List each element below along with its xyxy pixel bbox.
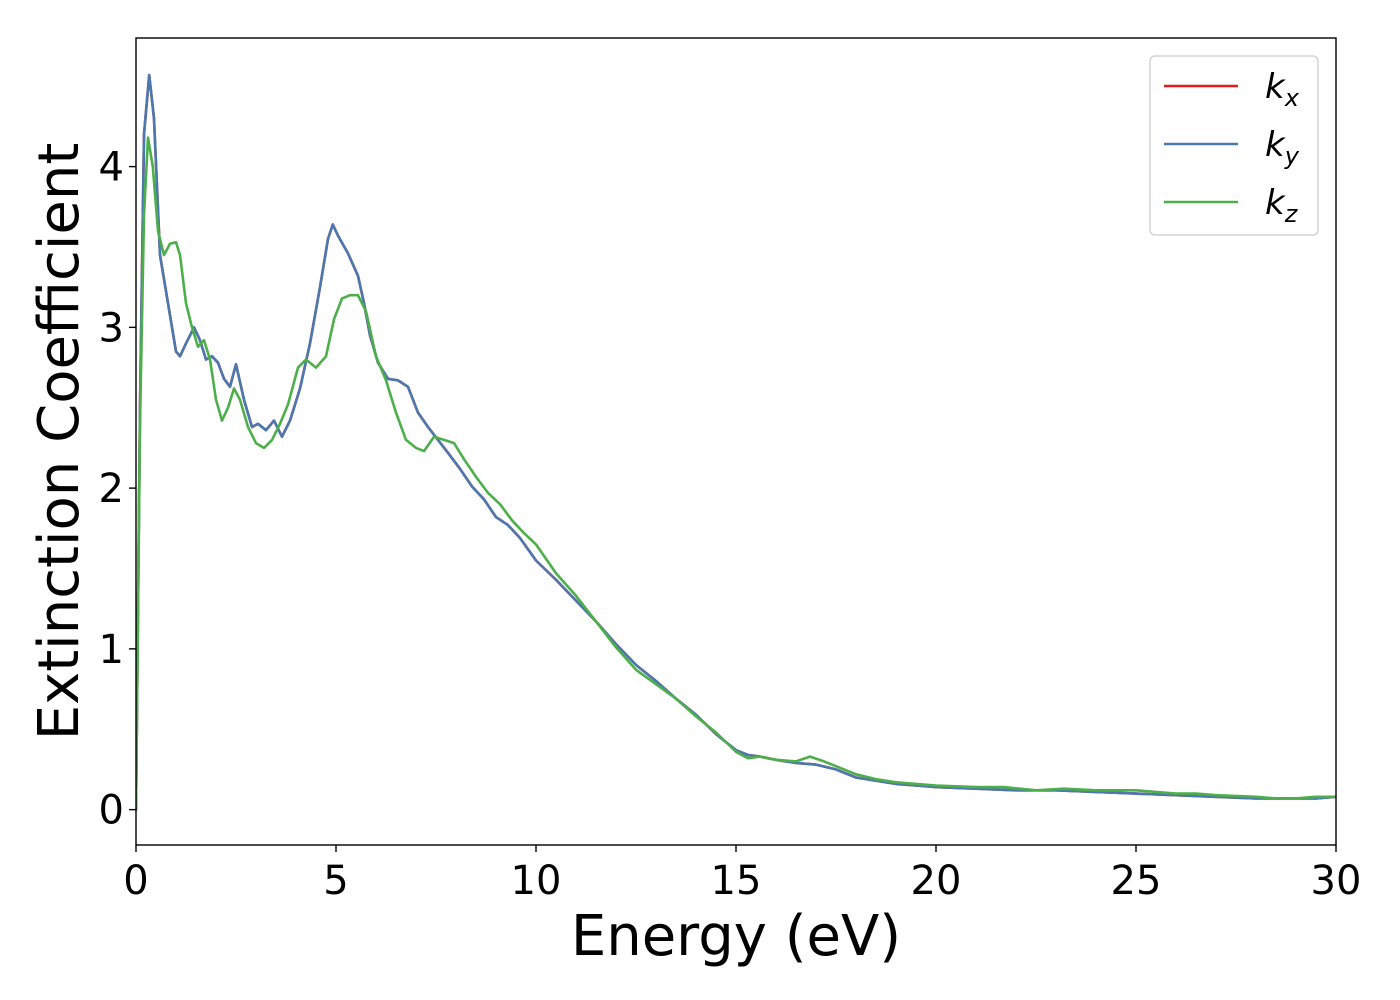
legend-label-subscript: x bbox=[1284, 84, 1300, 112]
x-tick-label: 0 bbox=[123, 858, 148, 904]
x-tick-label: 20 bbox=[911, 858, 962, 904]
x-tick-label: 5 bbox=[323, 858, 348, 904]
y-tick-label: 2 bbox=[99, 466, 124, 512]
y-tick-label: 1 bbox=[99, 627, 124, 673]
legend-label-base: k bbox=[1265, 183, 1286, 223]
x-tick-label: 15 bbox=[711, 858, 762, 904]
legend-box bbox=[1149, 55, 1319, 236]
x-axis-title: Energy (eV) bbox=[571, 904, 901, 969]
x-axis-ticks: 0 5 10 15 20 25 30 bbox=[123, 845, 1361, 904]
legend-label-subscript: y bbox=[1284, 142, 1300, 170]
y-tick-label: 3 bbox=[99, 305, 124, 351]
legend-label-base: k bbox=[1265, 67, 1286, 107]
x-tick-label: 30 bbox=[1311, 858, 1362, 904]
legend-label-z: kz bbox=[1265, 183, 1299, 228]
plot-lines bbox=[136, 73, 1336, 811]
y-tick-label: 4 bbox=[99, 145, 124, 191]
series-line-y bbox=[136, 73, 1336, 811]
x-tick-label: 25 bbox=[1111, 858, 1162, 904]
legend-label-y: ky bbox=[1265, 125, 1300, 170]
x-tick-label: 10 bbox=[511, 858, 562, 904]
y-tick-label: 0 bbox=[99, 788, 124, 834]
y-axis-title: Extinction Coefficient bbox=[27, 143, 92, 741]
series-line-z bbox=[136, 136, 1336, 811]
legend-label-subscript: z bbox=[1284, 200, 1299, 228]
y-axis-ticks: 0 1 2 3 4 bbox=[99, 145, 136, 834]
legend-label-x: kx bbox=[1265, 67, 1300, 112]
legend-label-base: k bbox=[1265, 125, 1286, 165]
